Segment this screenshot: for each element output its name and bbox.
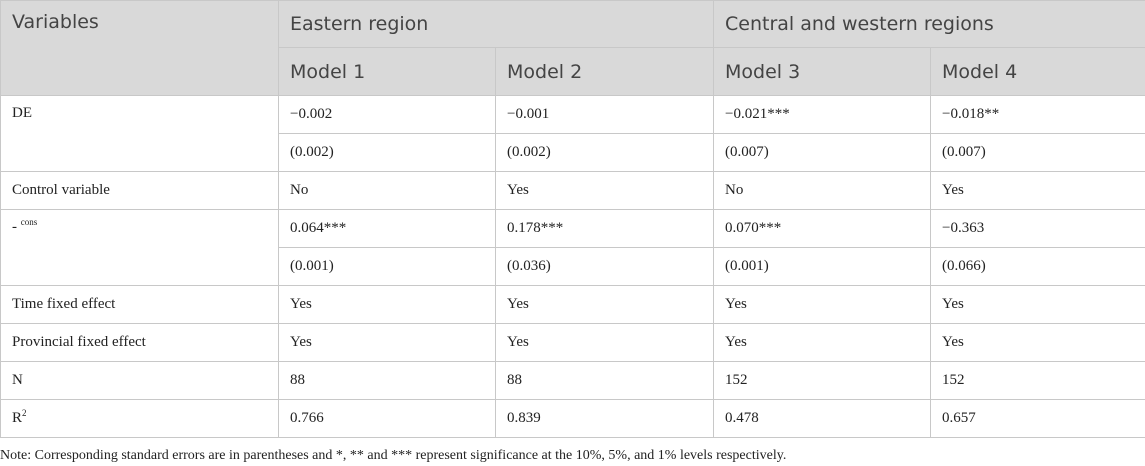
table-cell: 0.064*** (278, 209, 496, 248)
table-cell: Yes (495, 323, 714, 362)
table-cell: −0.363 (929, 209, 1145, 248)
header-row-models: Model 1 Model 2 Model 3 Model 4 (1, 47, 1145, 96)
model-header: Model 1 (278, 47, 496, 96)
table-cell: 0.178*** (495, 209, 714, 248)
model-header: Model 2 (495, 47, 714, 96)
row-label-control: Control variable (0, 171, 279, 210)
regression-table: Variables Eastern region Central and wes… (0, 0, 1145, 438)
table-cell: Yes (278, 323, 496, 362)
table-cell: (0.001) (713, 247, 931, 286)
table-row-prov-fe: Provincial fixed effect Yes Yes Yes Yes (0, 323, 1145, 362)
table-cell: 152 (929, 361, 1145, 400)
table-cell: (0.002) (495, 133, 714, 172)
table-cell: (0.007) (929, 133, 1145, 172)
table-cell: 88 (495, 361, 714, 400)
table-cell: −0.021*** (713, 95, 931, 134)
table-row-de-coef: DE −0.002 −0.001 −0.021*** −0.018** (0, 95, 1145, 172)
table-cell: 0.478 (713, 399, 931, 438)
table-cell: Yes (278, 285, 496, 324)
table-cell: −0.018** (929, 95, 1145, 134)
table-row-n: N 88 88 152 152 (0, 361, 1145, 400)
row-label-time-fe: Time fixed effect (0, 285, 279, 324)
variables-header: Variables (0, 0, 279, 96)
row-label-cons: - cons (0, 209, 279, 286)
header-row-groups: Variables Eastern region Central and wes… (0, 0, 1145, 96)
table-cell: Yes (929, 171, 1145, 210)
table-cell: No (278, 171, 496, 210)
table-row-de-se: (0.002) (0.002) (0.007) (0.007) (1, 133, 1145, 172)
table-cell: −0.001 (495, 95, 714, 134)
cons-superscript: cons (20, 217, 38, 227)
table-cell: 0.070*** (713, 209, 931, 248)
table-cell: −0.002 (278, 95, 496, 134)
table-row-control: Control variable No Yes No Yes (0, 171, 1145, 210)
table-row-cons-coef: - cons 0.064*** 0.178*** 0.070*** −0.363 (0, 209, 1145, 286)
cons-prefix: - (12, 219, 17, 235)
table-row-time-fe: Time fixed effect Yes Yes Yes Yes (0, 285, 1145, 324)
table-cell: Yes (929, 285, 1145, 324)
table-cell: Yes (713, 285, 931, 324)
table-cell: 0.766 (278, 399, 496, 438)
table-cell: 0.657 (929, 399, 1145, 438)
table-cell: (0.002) (278, 133, 496, 172)
row-label-r2: R2 (0, 399, 279, 438)
group-header-central-western: Central and western regions (712, 0, 1145, 48)
table-cell: (0.066) (929, 247, 1145, 286)
table-cell: No (713, 171, 931, 210)
table-cell: (0.007) (713, 133, 931, 172)
r2-letter: R (12, 410, 23, 426)
table-cell: 0.839 (495, 399, 714, 438)
table-cell: Yes (495, 285, 714, 324)
table-cell: Yes (929, 323, 1145, 362)
table-cell: 152 (713, 361, 931, 400)
row-label-prov-fe: Provincial fixed effect (0, 323, 279, 362)
table-note: Note: Corresponding standard errors are … (0, 448, 787, 463)
table-cell: Yes (495, 171, 714, 210)
table-cell: Yes (713, 323, 931, 362)
r2-superscript: 2 (22, 408, 27, 418)
table-cell: 88 (278, 361, 496, 400)
row-label-n: N (0, 361, 279, 400)
row-label-de: DE (0, 95, 279, 172)
group-header-eastern: Eastern region (278, 0, 714, 48)
table-row-cons-se: (0.001) (0.036) (0.001) (0.066) (1, 247, 1145, 286)
table-cell: (0.036) (495, 247, 714, 286)
model-header: Model 3 (713, 47, 931, 96)
model-header: Model 4 (929, 47, 1145, 96)
table-row-r2: R2 0.766 0.839 0.478 0.657 (0, 399, 1145, 438)
table-cell: (0.001) (278, 247, 496, 286)
